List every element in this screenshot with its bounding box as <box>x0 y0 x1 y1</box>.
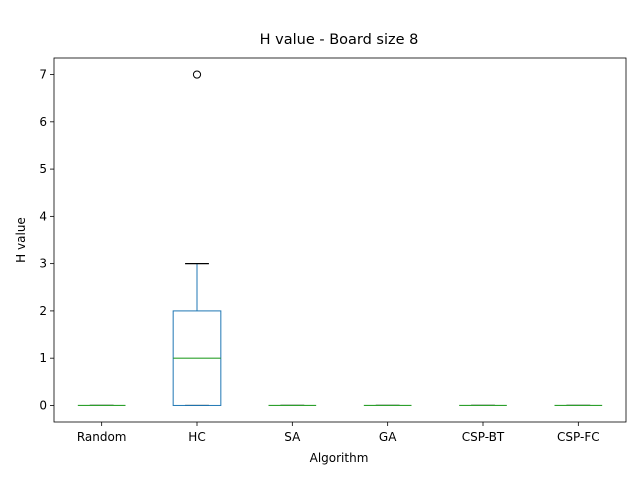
y-tick-label: 5 <box>39 162 47 176</box>
y-tick-label: 4 <box>39 209 47 223</box>
y-tick-label: 0 <box>39 398 47 412</box>
x-axis-label: Algorithm <box>310 451 369 465</box>
x-tick-label: CSP-BT <box>462 430 505 444</box>
x-axis: Random HC SA GA CSP-BT CSP-FC <box>77 422 600 444</box>
x-tick-label: CSP-FC <box>557 430 600 444</box>
x-tick-label: HC <box>188 430 205 444</box>
hc-outlier <box>192 70 202 79</box>
x-tick-label: SA <box>284 430 301 444</box>
y-tick-label: 2 <box>39 304 47 318</box>
y-tick-label: 1 <box>39 351 47 365</box>
y-tick-label: 3 <box>39 257 47 271</box>
y-tick-label: 7 <box>39 68 47 82</box>
x-tick-label: GA <box>379 430 397 444</box>
y-axis: 0 1 2 3 4 5 6 7 <box>39 68 54 412</box>
boxes <box>77 70 603 407</box>
plot-area <box>53 57 627 423</box>
y-tick-label: 6 <box>39 115 47 129</box>
y-axis-label: H value <box>14 217 28 263</box>
chart-title: H value - Board size 8 <box>260 32 419 48</box>
x-tick-label: Random <box>77 430 127 444</box>
